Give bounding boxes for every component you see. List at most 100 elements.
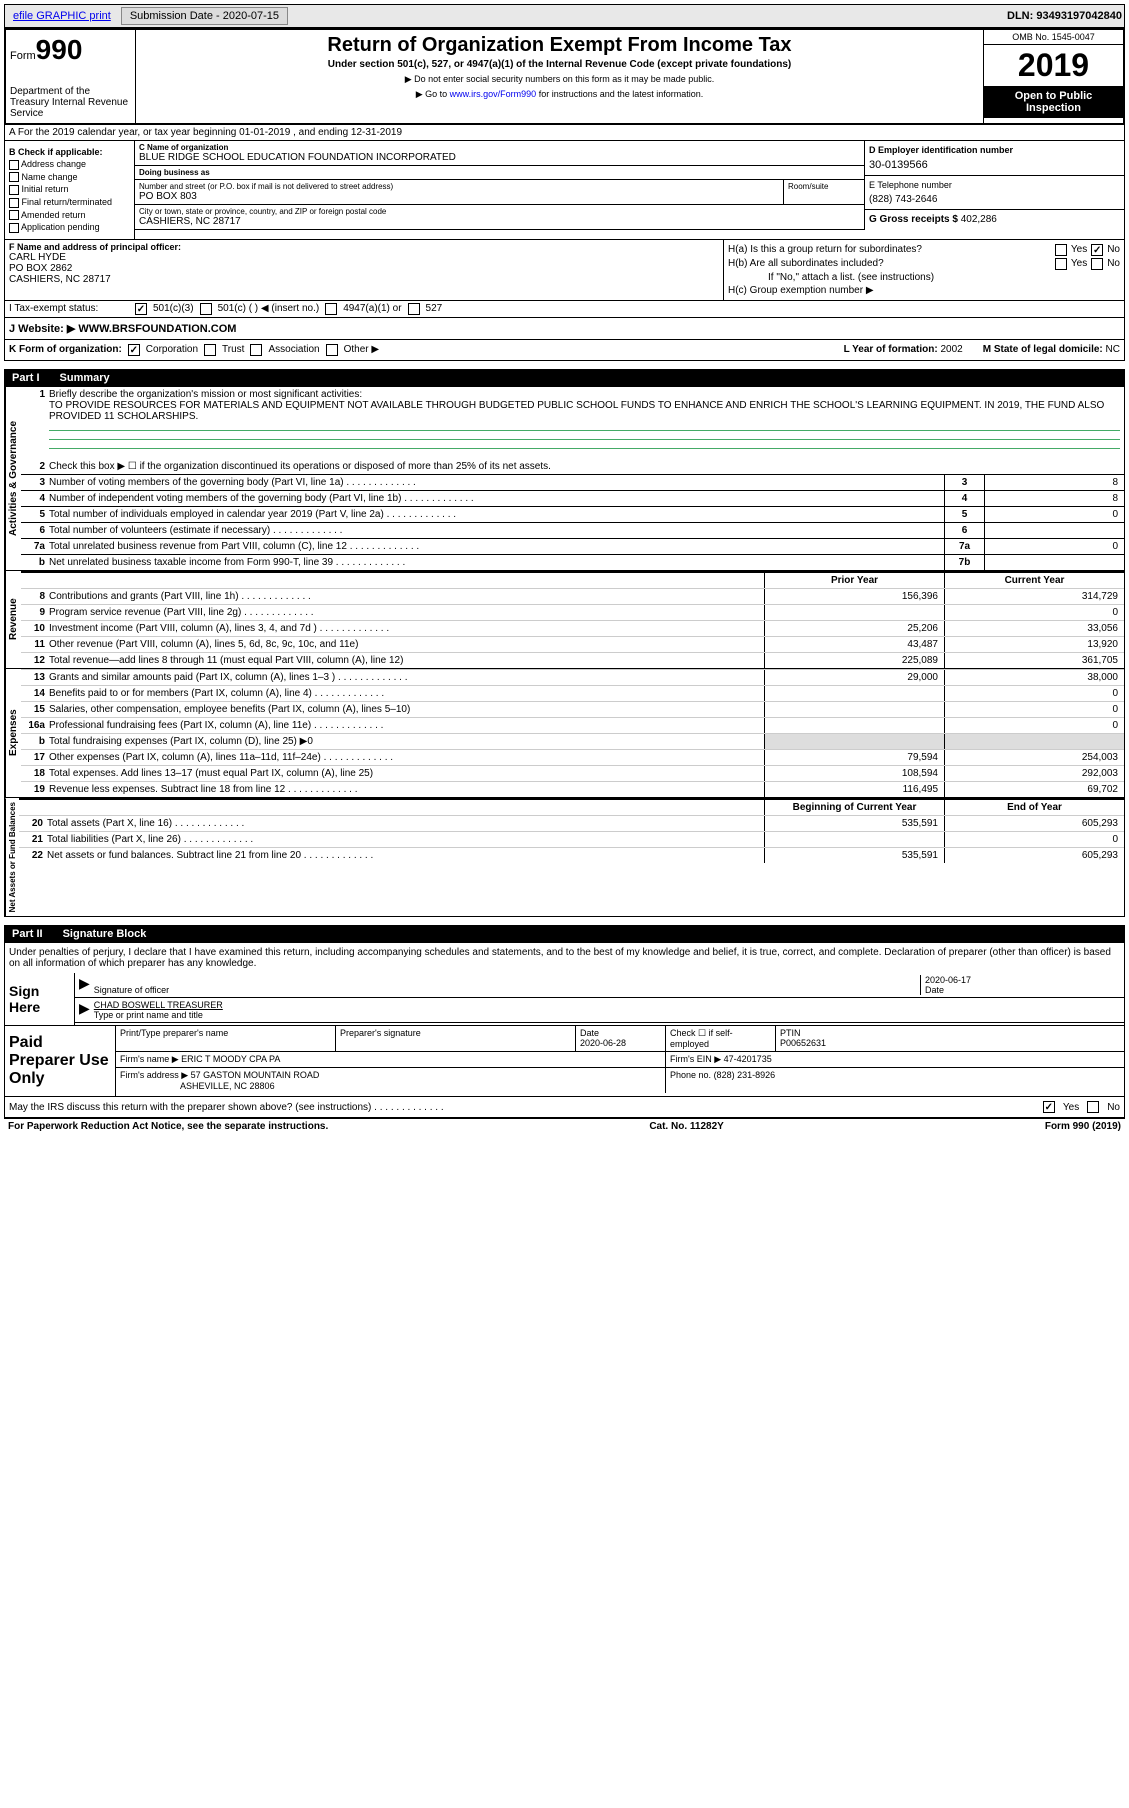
netassets-section: Net Assets or Fund Balances Beginning of… (4, 798, 1125, 917)
line12-row: 12Total revenue—add lines 8 through 11 (… (21, 652, 1124, 668)
prep-header-row: Print/Type preparer's name Preparer's si… (116, 1026, 1124, 1052)
end-year-header: End of Year (944, 800, 1124, 815)
kl-row: K Form of organization: ✓Corporation Tru… (4, 340, 1125, 361)
header-left: Form990 Department of the Treasury Inter… (6, 30, 136, 123)
firm-addr-label: Firm's address ▶ (120, 1070, 188, 1080)
form-header: Form990 Department of the Treasury Inter… (4, 28, 1125, 125)
ha-line: H(a) Is this a group return for subordin… (728, 244, 1120, 256)
chk-assoc[interactable] (250, 344, 262, 356)
form-title: Return of Organization Exempt From Incom… (140, 34, 979, 57)
tax-label: I Tax-exempt status: (9, 303, 129, 314)
addr-box: Number and street (or P.O. box if mail i… (135, 180, 864, 205)
line13-row: 13Grants and similar amounts paid (Part … (21, 669, 1124, 685)
officer-name: CARL HYDE (9, 252, 719, 263)
chk-trust[interactable] (204, 344, 216, 356)
chk-pending[interactable]: Application pending (9, 222, 130, 233)
vert-activities: Activities & Governance (5, 387, 21, 570)
form-label: Form (10, 50, 36, 62)
note-ssn: ▶ Do not enter social security numbers o… (140, 74, 979, 85)
cde-left: C Name of organization BLUE RIDGE SCHOOL… (135, 141, 864, 230)
chk-name[interactable]: Name change (9, 172, 130, 183)
section-fgh: F Name and address of principal officer:… (4, 240, 1125, 301)
chk-amended[interactable]: Amended return (9, 210, 130, 221)
firm-ein: 47-4201735 (724, 1054, 772, 1064)
chk-corp[interactable]: ✓ (128, 344, 140, 356)
line6-val (984, 523, 1124, 538)
sig-date-label: Date (925, 985, 944, 995)
revenue-section: Revenue Prior Year Current Year 8Contrib… (4, 571, 1125, 669)
sig-date-val: 2020-06-17 (925, 975, 971, 985)
hb-text: H(b) Are all subordinates included? (728, 258, 1051, 269)
dln: DLN: 93493197042840 (1007, 10, 1122, 22)
line6-row: 6Total number of volunteers (estimate if… (21, 522, 1124, 538)
officer-label: F Name and address of principal officer: (9, 242, 719, 252)
chk-4947[interactable] (325, 303, 337, 315)
discuss-text: May the IRS discuss this return with the… (9, 1102, 444, 1113)
paperwork-notice: For Paperwork Reduction Act Notice, see … (8, 1121, 328, 1132)
sign-fields: ▶ Signature of officer 2020-06-17Date ▶ … (75, 973, 1124, 1025)
suite-box: Room/suite (784, 180, 864, 205)
ha-no[interactable]: ✓ (1091, 244, 1103, 256)
line7a-val: 0 (984, 539, 1124, 554)
addr-value: PO BOX 803 (139, 191, 779, 202)
chk-final[interactable]: Final return/terminated (9, 197, 130, 208)
department: Department of the Treasury Internal Reve… (10, 86, 131, 119)
line20-row: 20Total assets (Part X, line 16) 535,591… (19, 815, 1124, 831)
line10-row: 10Investment income (Part VIII, column (… (21, 620, 1124, 636)
l-value: 2002 (940, 344, 962, 355)
prior-year-header: Prior Year (764, 573, 944, 588)
lm-right: L Year of formation: 2002 M State of leg… (844, 344, 1120, 355)
header-right: OMB No. 1545-0047 2019 Open to Public In… (983, 30, 1123, 123)
vert-netassets: Net Assets or Fund Balances (5, 798, 19, 916)
line11-row: 11Other revenue (Part VIII, column (A), … (21, 636, 1124, 652)
part1-header: Part I Summary (4, 369, 1125, 387)
chk-address[interactable]: Address change (9, 159, 130, 170)
line16b-row: bTotal fundraising expenses (Part IX, co… (21, 733, 1124, 749)
irs-link[interactable]: www.irs.gov/Form990 (450, 89, 537, 99)
line2: 2 Check this box ▶ ☐ if the organization… (21, 459, 1124, 474)
chk-other[interactable] (326, 344, 338, 356)
cat-no: Cat. No. 11282Y (649, 1121, 723, 1132)
cde-right: D Employer identification number 30-0139… (864, 141, 1124, 230)
prep-sig-header: Preparer's signature (336, 1026, 576, 1051)
discuss-no[interactable] (1087, 1101, 1099, 1113)
signature-block: Under penalties of perjury, I declare th… (4, 943, 1125, 1026)
hb-no[interactable] (1091, 258, 1103, 270)
expenses-content: 13Grants and similar amounts paid (Part … (21, 669, 1124, 797)
firm-addr-row: Firm's address ▶ 57 GASTON MOUNTAIN ROAD… (116, 1068, 1124, 1093)
chk-initial[interactable]: Initial return (9, 184, 130, 195)
firm-addr1: 57 GASTON MOUNTAIN ROAD (191, 1070, 320, 1080)
org-name: BLUE RIDGE SCHOOL EDUCATION FOUNDATION I… (139, 152, 860, 163)
tax-status-row: I Tax-exempt status: ✓501(c)(3) 501(c) (… (4, 301, 1125, 318)
part2-title: Signature Block (63, 928, 147, 940)
preparer-fields: Print/Type preparer's name Preparer's si… (115, 1026, 1124, 1096)
prep-date-header: Date (580, 1028, 599, 1038)
current-year-header: Current Year (944, 573, 1124, 588)
submission-date[interactable]: Submission Date - 2020-07-15 (121, 7, 288, 25)
officer-addr1: PO BOX 2862 (9, 263, 719, 274)
hb-yes[interactable] (1055, 258, 1067, 270)
discuss-yes[interactable]: ✓ (1043, 1101, 1055, 1113)
line22-row: 22Net assets or fund balances. Subtract … (19, 847, 1124, 863)
cde-top: C Name of organization BLUE RIDGE SCHOOL… (135, 141, 1124, 230)
header-mid: Return of Organization Exempt From Incom… (136, 30, 983, 123)
line9-row: 9Program service revenue (Part VIII, lin… (21, 604, 1124, 620)
chk-501c[interactable] (200, 303, 212, 315)
firm-name-row: Firm's name ▶ ERIC T MOODY CPA PA Firm's… (116, 1052, 1124, 1068)
ein-label: D Employer identification number (869, 145, 1120, 155)
chk-501c3[interactable]: ✓ (135, 303, 147, 315)
city-label: City or town, state or province, country… (139, 207, 860, 216)
row-a-tax-year: A For the 2019 calendar year, or tax yea… (4, 125, 1125, 141)
line5-row: 5Total number of individuals employed in… (21, 506, 1124, 522)
org-name-box: C Name of organization BLUE RIDGE SCHOOL… (135, 141, 864, 166)
chk-527[interactable] (408, 303, 420, 315)
tel-box: E Telephone number (828) 743-2646 (865, 176, 1124, 210)
preparer-block: Paid Preparer Use Only Print/Type prepar… (4, 1026, 1125, 1097)
open-inspection: Open to Public Inspection (984, 86, 1123, 118)
top-bar: efile GRAPHIC print Submission Date - 20… (4, 4, 1125, 28)
hb-line: H(b) Are all subordinates included? Yes … (728, 258, 1120, 270)
line8-row: 8Contributions and grants (Part VIII, li… (21, 588, 1124, 604)
prep-name-header: Print/Type preparer's name (116, 1026, 336, 1051)
efile-link[interactable]: efile GRAPHIC print (7, 8, 117, 24)
ha-yes[interactable] (1055, 244, 1067, 256)
